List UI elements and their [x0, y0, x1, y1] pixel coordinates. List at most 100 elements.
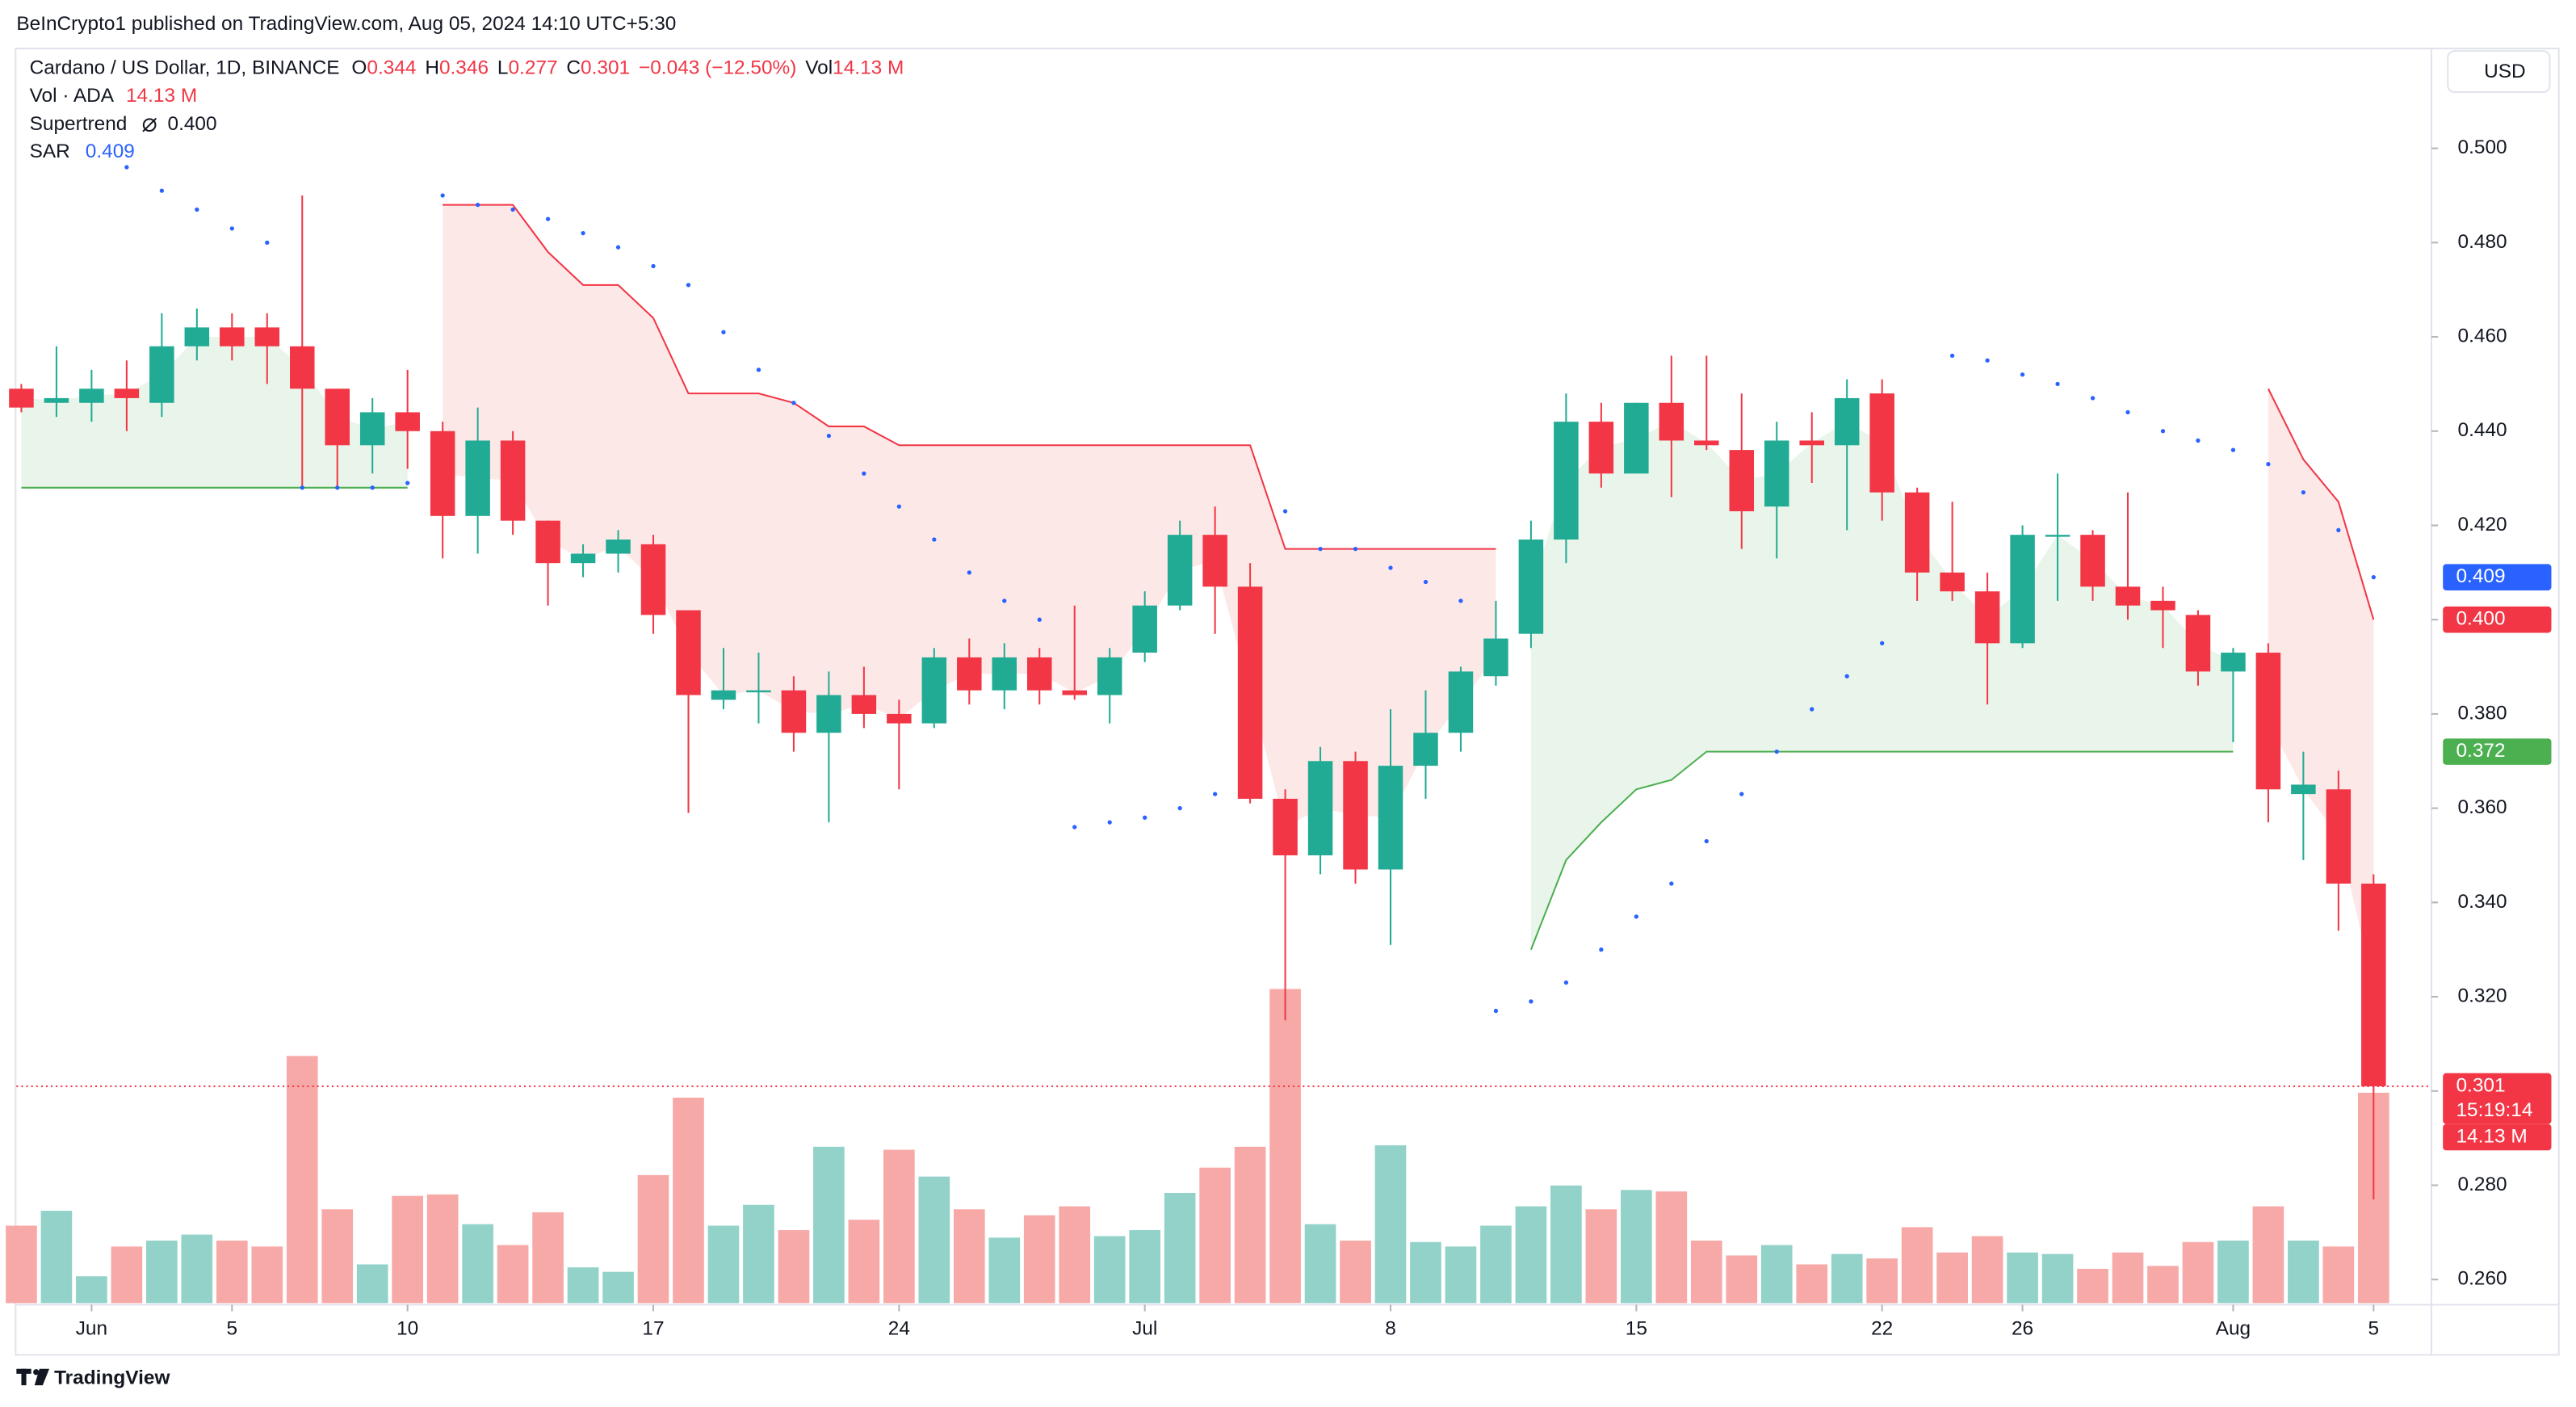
candle-body	[430, 430, 455, 516]
candle-body	[1904, 492, 1930, 573]
sar-dot	[405, 481, 410, 485]
candle-body	[114, 388, 140, 398]
candle-body	[1834, 397, 1860, 446]
sar-dot	[440, 193, 445, 198]
volume-bar	[2182, 1241, 2214, 1304]
candle-body	[2221, 653, 2246, 672]
sar-dot	[1143, 815, 1147, 820]
volume-bar	[2077, 1268, 2108, 1304]
sar-dot	[756, 368, 761, 372]
volume-bar	[953, 1209, 985, 1304]
candle-body	[1659, 402, 1684, 441]
volume-bar	[2112, 1252, 2144, 1304]
volume-bar	[6, 1225, 37, 1304]
sar-dot	[1949, 353, 1955, 359]
candle-body	[2361, 883, 2386, 1086]
candle-body	[289, 346, 315, 389]
candle-body	[887, 713, 912, 724]
volume-bar	[918, 1176, 950, 1304]
volume-bar	[1164, 1192, 1196, 1304]
x-tick-label: 8	[1385, 1317, 1396, 1339]
x-tick-label: 10	[396, 1317, 418, 1339]
icon-circle	[142, 118, 157, 132]
candle-body	[1237, 586, 1263, 799]
candle-body	[254, 327, 280, 346]
y-tick-label: 0.320	[2458, 985, 2507, 1007]
candle-body	[79, 388, 104, 403]
currency-button[interactable]	[2447, 50, 2551, 94]
supertrend-fill	[21, 337, 408, 488]
candle-body	[921, 657, 947, 724]
candle-body	[1378, 766, 1403, 870]
sar-dot	[2336, 527, 2341, 532]
sar-dot	[1212, 792, 1218, 796]
volume-bar	[392, 1195, 424, 1304]
frame	[15, 48, 2560, 1356]
plot-area: 0.2600.2800.3000.3200.3400.3600.3800.400…	[6, 136, 2552, 1339]
sar-dot	[1388, 565, 1393, 570]
sar-dot	[1318, 547, 1323, 552]
c-label: C	[566, 57, 581, 79]
volume-bar	[1269, 989, 1301, 1304]
candle-body	[1940, 572, 1965, 592]
volume-bar	[251, 1246, 283, 1304]
sar-dot	[1599, 947, 1604, 952]
candle-body	[1483, 638, 1508, 677]
volume-title: Vol · ADA	[30, 86, 115, 107]
volume-bar	[1621, 1190, 1652, 1304]
candle-body	[1132, 605, 1157, 653]
volume-bar	[1901, 1227, 1933, 1304]
y-tick-label: 0.480	[2458, 231, 2507, 253]
supertrend-fill	[443, 204, 1496, 827]
volume-bar	[216, 1240, 248, 1304]
candle-body	[957, 657, 982, 691]
y-tick-label: 0.380	[2458, 702, 2507, 724]
y-tick-label: 0.460	[2458, 326, 2507, 347]
candle-body	[2326, 789, 2352, 884]
candle-body	[711, 690, 736, 700]
volume-bar	[1374, 1144, 1407, 1304]
volume-bar	[2041, 1254, 2074, 1304]
volume-bar	[673, 1098, 704, 1304]
volume-bar	[1971, 1236, 2003, 1304]
volume-bar	[1093, 1236, 1126, 1304]
vol-value: 14.13 M	[833, 57, 904, 79]
y-tick-label: 0.500	[2458, 136, 2507, 158]
currency[interactable]: USD	[2484, 61, 2526, 82]
volume-bar	[40, 1211, 73, 1304]
candle-body	[1624, 402, 1649, 474]
candle-body	[1202, 535, 1227, 587]
countdown: 15:19:14	[2456, 1099, 2532, 1121]
sar-dot	[1669, 881, 1674, 886]
x-tick-label: 15	[1626, 1317, 1647, 1339]
candle-body	[1764, 440, 1789, 507]
volume-bar	[883, 1149, 915, 1304]
sar-dot	[615, 245, 621, 250]
volume-bar	[1655, 1191, 1688, 1304]
sar-dot	[2230, 447, 2236, 452]
symbol: Cardano / US Dollar, 1D, BINANCE	[30, 57, 340, 79]
sar-dot	[300, 485, 304, 490]
icon-slash	[142, 117, 157, 132]
x-tick-label: Jul	[1132, 1317, 1157, 1339]
sar-dot	[229, 226, 234, 231]
sar-dot	[862, 471, 866, 476]
volume-bar	[813, 1146, 845, 1304]
price-badge	[2443, 1073, 2552, 1124]
sar-dot	[1282, 509, 1288, 514]
h-label: H	[425, 57, 439, 79]
sar-dot	[826, 433, 832, 439]
candle-body	[746, 690, 771, 693]
sar-dot	[791, 401, 796, 405]
volume-bar	[2252, 1206, 2284, 1304]
supertrend-line	[21, 486, 2234, 951]
candle-body	[1413, 733, 1438, 766]
volume-bar	[111, 1246, 143, 1304]
volume-bar	[181, 1234, 213, 1304]
volume-bar	[462, 1224, 493, 1304]
x-tick-label: 26	[2012, 1317, 2033, 1339]
c-value: 0.301	[581, 57, 630, 79]
x-tick-label: Aug	[2216, 1317, 2251, 1339]
sar-dot	[159, 188, 164, 193]
